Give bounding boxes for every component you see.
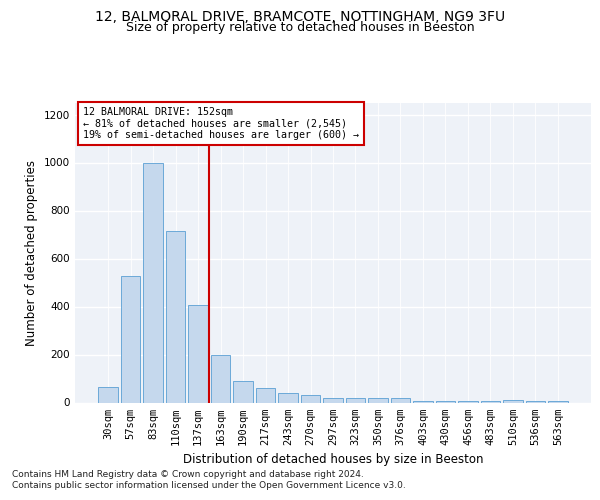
Bar [256,388,275,402]
Y-axis label: Number of detached properties: Number of detached properties [25,160,38,346]
Text: 12, BALMORAL DRIVE, BRAMCOTE, NOTTINGHAM, NG9 3FU: 12, BALMORAL DRIVE, BRAMCOTE, NOTTINGHAM… [95,10,505,24]
Text: 12 BALMORAL DRIVE: 152sqm
← 81% of detached houses are smaller (2,545)
19% of se: 12 BALMORAL DRIVE: 152sqm ← 81% of detac… [83,107,359,140]
X-axis label: Distribution of detached houses by size in Beeston: Distribution of detached houses by size … [183,453,483,466]
Bar [278,394,298,402]
Bar [323,398,343,402]
Bar [346,398,365,402]
Text: Size of property relative to detached houses in Beeston: Size of property relative to detached ho… [125,21,475,34]
Bar [368,398,388,402]
Bar [211,355,230,403]
Bar [121,276,140,402]
Bar [391,398,410,402]
Bar [188,304,208,402]
Text: Contains HM Land Registry data © Crown copyright and database right 2024.: Contains HM Land Registry data © Crown c… [12,470,364,479]
Bar [503,400,523,402]
Bar [143,162,163,402]
Text: Contains public sector information licensed under the Open Government Licence v3: Contains public sector information licen… [12,481,406,490]
Bar [98,387,118,402]
Bar [301,396,320,402]
Bar [233,382,253,402]
Bar [166,231,185,402]
